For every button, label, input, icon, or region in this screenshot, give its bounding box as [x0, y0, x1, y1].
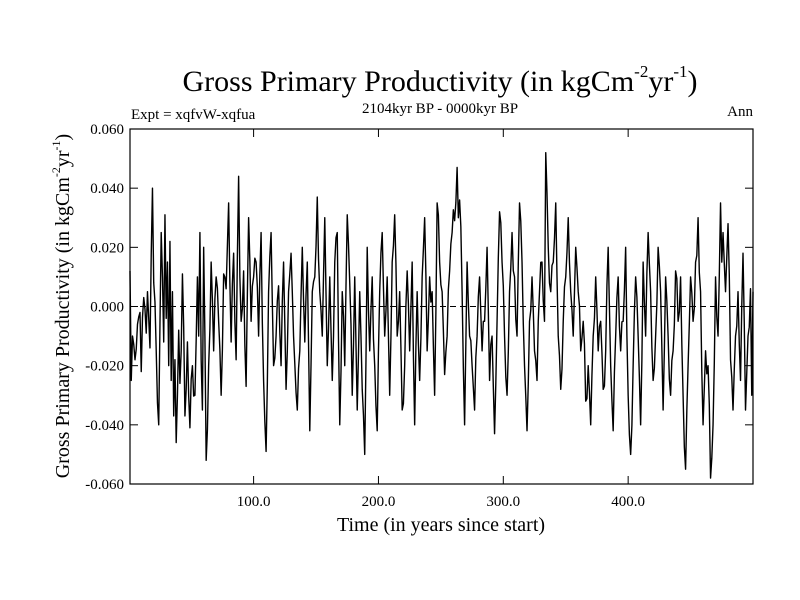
y-axis-label: Gross Primary Productivity (in kgCm-2yr-… — [49, 134, 74, 478]
experiment-label: Expt = xqfvW-xqfua — [131, 107, 256, 123]
x-tick-label: 400.0 — [611, 494, 645, 510]
y-tick-label: -0.040 — [85, 418, 124, 434]
x-axis-ticks: 100.0 200.0 300.0 400.0 — [237, 129, 645, 510]
y-tick-label: 0.040 — [90, 181, 124, 197]
x-tick-label: 300.0 — [486, 494, 520, 510]
x-tick-label: 200.0 — [362, 494, 396, 510]
chart-title: Gross Primary Productivity (in kgCm-2yr-… — [183, 62, 698, 98]
y-tick-label: 0.000 — [90, 300, 124, 316]
series-line — [129, 151, 754, 479]
season-label: Ann — [727, 104, 753, 120]
x-tick-label: 100.0 — [237, 494, 271, 510]
y-tick-label: -0.060 — [85, 477, 124, 493]
y-tick-label: 0.060 — [90, 122, 124, 138]
y-tick-label: 0.020 — [90, 240, 124, 256]
y-tick-label: -0.020 — [85, 359, 124, 375]
x-axis-label: Time (in years since start) — [337, 514, 545, 536]
period-label: 2104kyr BP - 0000kyr BP — [362, 101, 518, 117]
y-axis-ticks: -0.060 -0.040 -0.020 0.000 0.020 0.040 0.060 — [85, 122, 753, 493]
